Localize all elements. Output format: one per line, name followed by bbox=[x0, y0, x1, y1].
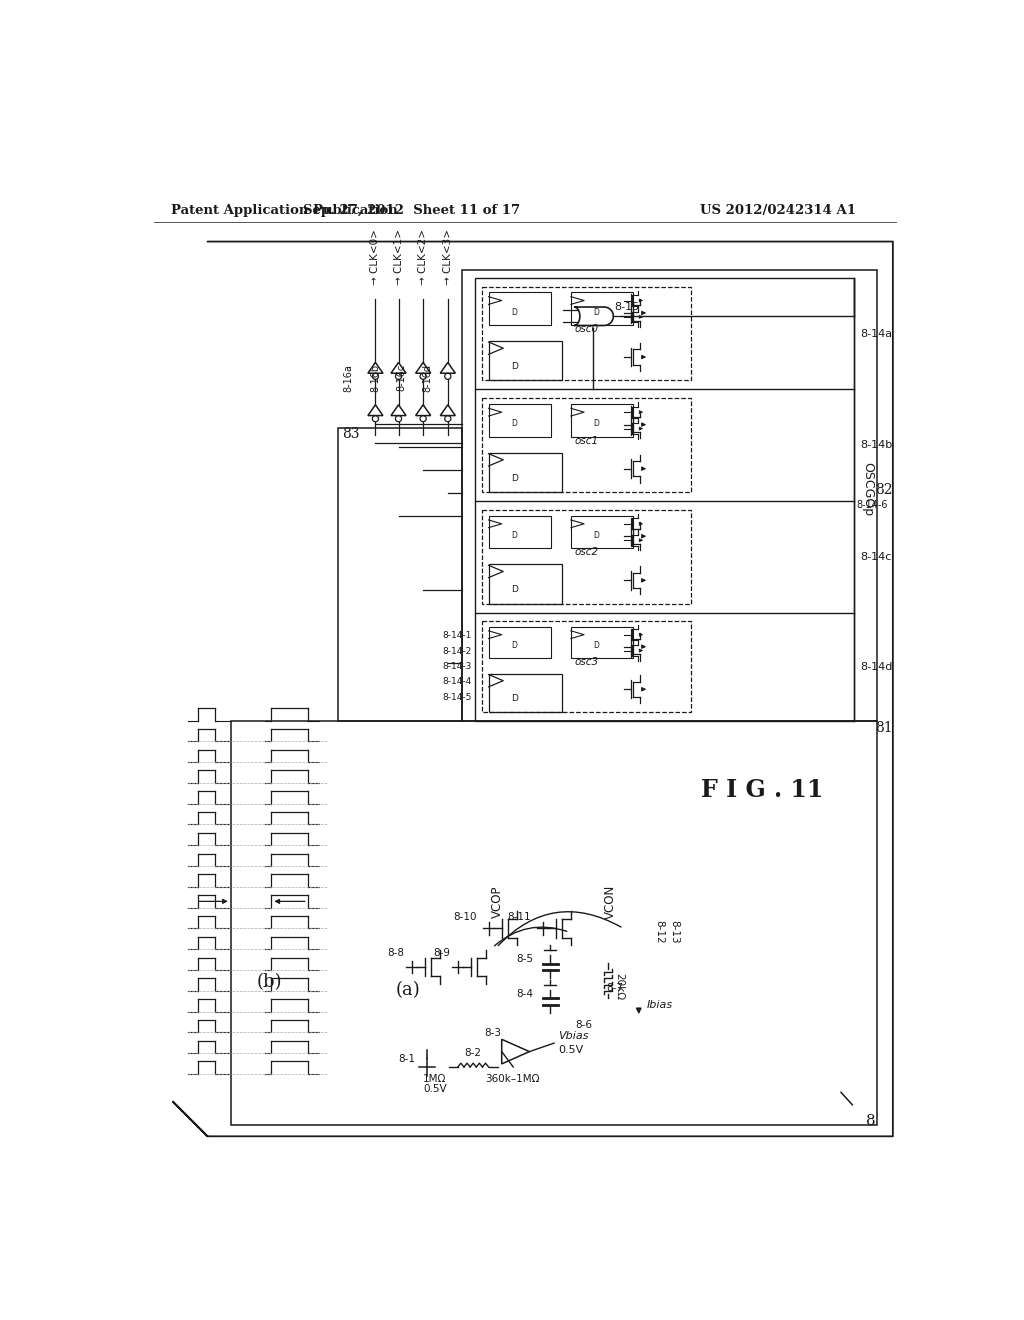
Text: 8-3: 8-3 bbox=[484, 1028, 501, 1038]
Text: osc3: osc3 bbox=[574, 657, 599, 667]
Text: D: D bbox=[594, 308, 599, 317]
Bar bbox=[488, 341, 562, 380]
Text: 8: 8 bbox=[866, 1114, 877, 1127]
Text: → CLK<2>: → CLK<2> bbox=[418, 230, 428, 285]
Bar bbox=[462, 271, 878, 721]
Text: D: D bbox=[511, 586, 517, 594]
Text: VCON: VCON bbox=[604, 884, 617, 919]
Text: 8-14-2: 8-14-2 bbox=[442, 647, 472, 656]
Text: Patent Application Publication: Patent Application Publication bbox=[171, 205, 397, 218]
Text: 8-14-6: 8-14-6 bbox=[857, 500, 888, 510]
Text: F I G . 11: F I G . 11 bbox=[700, 777, 823, 801]
Bar bbox=[482, 622, 691, 711]
Text: (a): (a) bbox=[395, 981, 420, 999]
Bar bbox=[571, 627, 633, 659]
Text: 8-6: 8-6 bbox=[575, 1019, 593, 1030]
Text: OSCGOp: OSCGOp bbox=[862, 462, 874, 516]
Text: D: D bbox=[594, 642, 599, 651]
Text: 8-16b: 8-16b bbox=[371, 364, 381, 392]
Bar bbox=[339, 428, 462, 721]
Text: (b): (b) bbox=[256, 973, 282, 991]
Text: 8-12: 8-12 bbox=[654, 920, 665, 944]
Text: 8-14-4: 8-14-4 bbox=[442, 677, 472, 686]
Bar bbox=[488, 453, 562, 492]
Text: 8-8: 8-8 bbox=[387, 948, 403, 958]
Bar bbox=[230, 721, 878, 1125]
Text: D: D bbox=[511, 531, 517, 540]
Text: osc0: osc0 bbox=[574, 323, 599, 334]
Text: 8-4: 8-4 bbox=[516, 989, 534, 999]
Bar bbox=[475, 277, 854, 721]
Text: D: D bbox=[511, 362, 517, 371]
Text: 8-2: 8-2 bbox=[465, 1048, 481, 1057]
Text: 8-15: 8-15 bbox=[614, 302, 639, 312]
Text: 360k–1MΩ: 360k–1MΩ bbox=[484, 1073, 540, 1084]
Text: 8-1: 8-1 bbox=[398, 1055, 416, 1064]
Text: D: D bbox=[511, 420, 517, 428]
Text: osc1: osc1 bbox=[574, 436, 599, 446]
Text: 8-16d: 8-16d bbox=[423, 364, 432, 392]
Text: D: D bbox=[511, 308, 517, 317]
Text: 8-5: 8-5 bbox=[516, 954, 534, 964]
Bar bbox=[482, 399, 691, 492]
Text: D: D bbox=[594, 531, 599, 540]
Text: Ibias: Ibias bbox=[646, 1001, 673, 1010]
Bar bbox=[488, 292, 551, 325]
Text: 0.5V: 0.5V bbox=[423, 1084, 446, 1094]
Text: D: D bbox=[511, 642, 517, 651]
Text: 8-14d: 8-14d bbox=[860, 661, 893, 672]
Text: D: D bbox=[511, 694, 517, 704]
Text: 8-14a: 8-14a bbox=[860, 329, 893, 338]
Text: Sep. 27, 2012  Sheet 11 of 17: Sep. 27, 2012 Sheet 11 of 17 bbox=[303, 205, 520, 218]
Text: 8-14-5: 8-14-5 bbox=[442, 693, 472, 702]
Text: 20kΩ: 20kΩ bbox=[614, 973, 624, 999]
Text: 8-14-3: 8-14-3 bbox=[442, 663, 472, 671]
Text: → CLK<0>: → CLK<0> bbox=[371, 230, 381, 285]
Text: 8-16c: 8-16c bbox=[396, 364, 407, 392]
Bar bbox=[571, 404, 633, 437]
Text: 8-9: 8-9 bbox=[433, 948, 451, 958]
Text: 83: 83 bbox=[342, 428, 359, 441]
Text: US 2012/0242314 A1: US 2012/0242314 A1 bbox=[700, 205, 856, 218]
Text: → CLK<1>: → CLK<1> bbox=[393, 230, 403, 285]
Bar bbox=[488, 627, 551, 659]
Bar bbox=[488, 673, 562, 711]
Text: 8-14b: 8-14b bbox=[860, 441, 893, 450]
Text: 8-14-1: 8-14-1 bbox=[442, 631, 472, 640]
Text: VCOP: VCOP bbox=[490, 886, 504, 917]
Text: 82: 82 bbox=[876, 483, 893, 496]
Text: 8-13: 8-13 bbox=[670, 920, 680, 944]
Text: osc2: osc2 bbox=[574, 548, 599, 557]
Text: 1MΩ: 1MΩ bbox=[423, 1074, 446, 1084]
Bar bbox=[482, 286, 691, 380]
Bar bbox=[488, 565, 562, 603]
Bar bbox=[488, 404, 551, 437]
Text: D: D bbox=[594, 420, 599, 428]
Text: 8-10: 8-10 bbox=[454, 912, 477, 921]
Text: → CLK<3>: → CLK<3> bbox=[442, 230, 453, 285]
Text: 8-16a: 8-16a bbox=[344, 364, 354, 392]
Text: D: D bbox=[511, 474, 517, 483]
Text: 8-14c: 8-14c bbox=[860, 552, 892, 562]
Text: 8-7: 8-7 bbox=[606, 983, 624, 994]
Text: 81: 81 bbox=[876, 721, 893, 735]
Bar bbox=[488, 516, 551, 548]
Bar bbox=[482, 510, 691, 603]
Bar bbox=[571, 516, 633, 548]
Text: 0.5V: 0.5V bbox=[558, 1045, 583, 1055]
Text: 8-11: 8-11 bbox=[507, 912, 531, 921]
Text: Vbias: Vbias bbox=[558, 1031, 589, 1041]
Bar bbox=[571, 292, 633, 325]
